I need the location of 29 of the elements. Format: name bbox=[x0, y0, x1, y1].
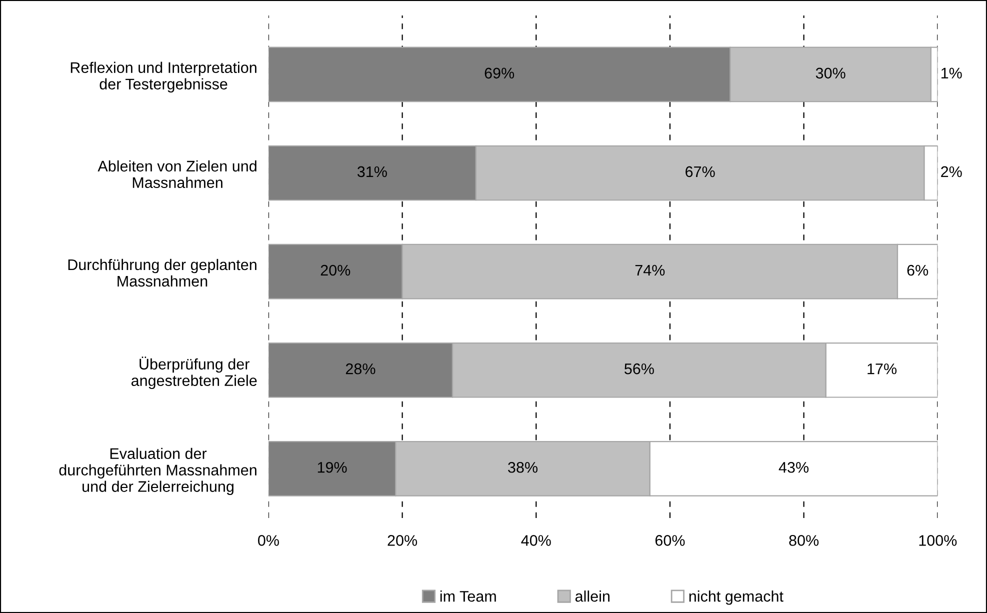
legend-label: allein bbox=[575, 590, 610, 602]
text: 43% bbox=[778, 462, 809, 473]
text: 19% bbox=[318, 462, 347, 473]
text: 31% bbox=[357, 166, 387, 178]
y-tick-label: Reflexion und Interpretation der Testergebnisse bbox=[70, 62, 256, 93]
text: 28% bbox=[346, 363, 376, 374]
text: 1% bbox=[941, 68, 962, 79]
x-tick-label: 60% bbox=[655, 535, 685, 546]
legend-label: nicht gemacht bbox=[689, 590, 784, 605]
text: 56% bbox=[624, 363, 654, 374]
y-tick-label: Überprüfung der angestrebten Ziele bbox=[131, 356, 257, 390]
y-tick-label: Ableiten von Zielen und Massnahmen bbox=[98, 160, 256, 188]
y-tick-label: Evaluation der durchgeführten Massnahmen und der Zielerreichung bbox=[59, 448, 256, 495]
x-tick-label: 40% bbox=[521, 535, 551, 546]
y-tick-label: Durchführung der geplanten Massnahmen bbox=[68, 258, 256, 287]
text: 17% bbox=[868, 363, 897, 374]
text: 30% bbox=[816, 68, 846, 79]
text: 38% bbox=[508, 462, 538, 473]
x-tick-label: 80% bbox=[789, 535, 819, 546]
text: 6% bbox=[907, 264, 928, 276]
x-tick-label: 0% bbox=[258, 535, 279, 546]
text: 69% bbox=[484, 68, 514, 79]
text: 67% bbox=[686, 166, 715, 178]
x-tick-label: 20% bbox=[388, 535, 418, 546]
text: 2% bbox=[941, 166, 962, 178]
legend-label: im Team bbox=[440, 590, 496, 602]
text: 74% bbox=[635, 264, 665, 276]
text: 20% bbox=[320, 264, 350, 276]
x-tick-label: 100% bbox=[919, 535, 957, 546]
